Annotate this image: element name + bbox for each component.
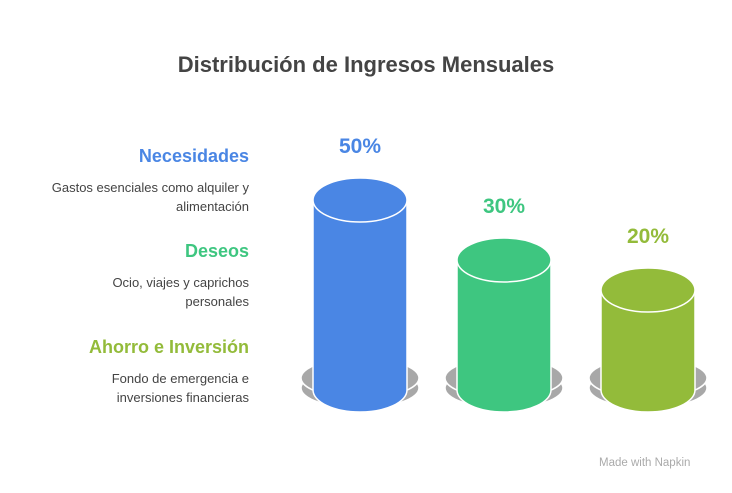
category-name: Ahorro e Inversión: [88, 337, 249, 357]
category-ahorro: Ahorro e Inversión Fondo de emergencia e…: [0, 337, 249, 407]
cylinder-top: [600, 267, 696, 313]
napkin-credit: Made with Napkin: [599, 457, 690, 469]
category-name: Deseos: [184, 241, 249, 261]
category-description: Gastos esenciales como alquiler y alimen…: [51, 180, 249, 214]
cylinder-body: [456, 259, 552, 413]
cylinder-body: [600, 289, 696, 413]
category-description: Fondo de emergencia e inversiones financ…: [111, 371, 249, 405]
category-necesidades: Necesidades Gastos esenciales como alqui…: [0, 146, 249, 216]
value-label: 50%: [339, 135, 381, 158]
credit-text: Made with Napkin: [599, 457, 691, 469]
category-name: Necesidades: [138, 146, 249, 166]
category-deseos: Deseos Ocio, viajes y caprichos personal…: [0, 241, 249, 311]
category-description: Ocio, viajes y caprichos personales: [112, 275, 249, 309]
value-label: 30%: [483, 195, 525, 218]
cylinder-top: [456, 237, 552, 283]
chart-title: Distribución de Ingresos Mensuales: [177, 52, 555, 77]
cylinder-top: [312, 177, 408, 223]
value-label: 20%: [627, 225, 669, 248]
cylinder-body: [312, 199, 408, 413]
